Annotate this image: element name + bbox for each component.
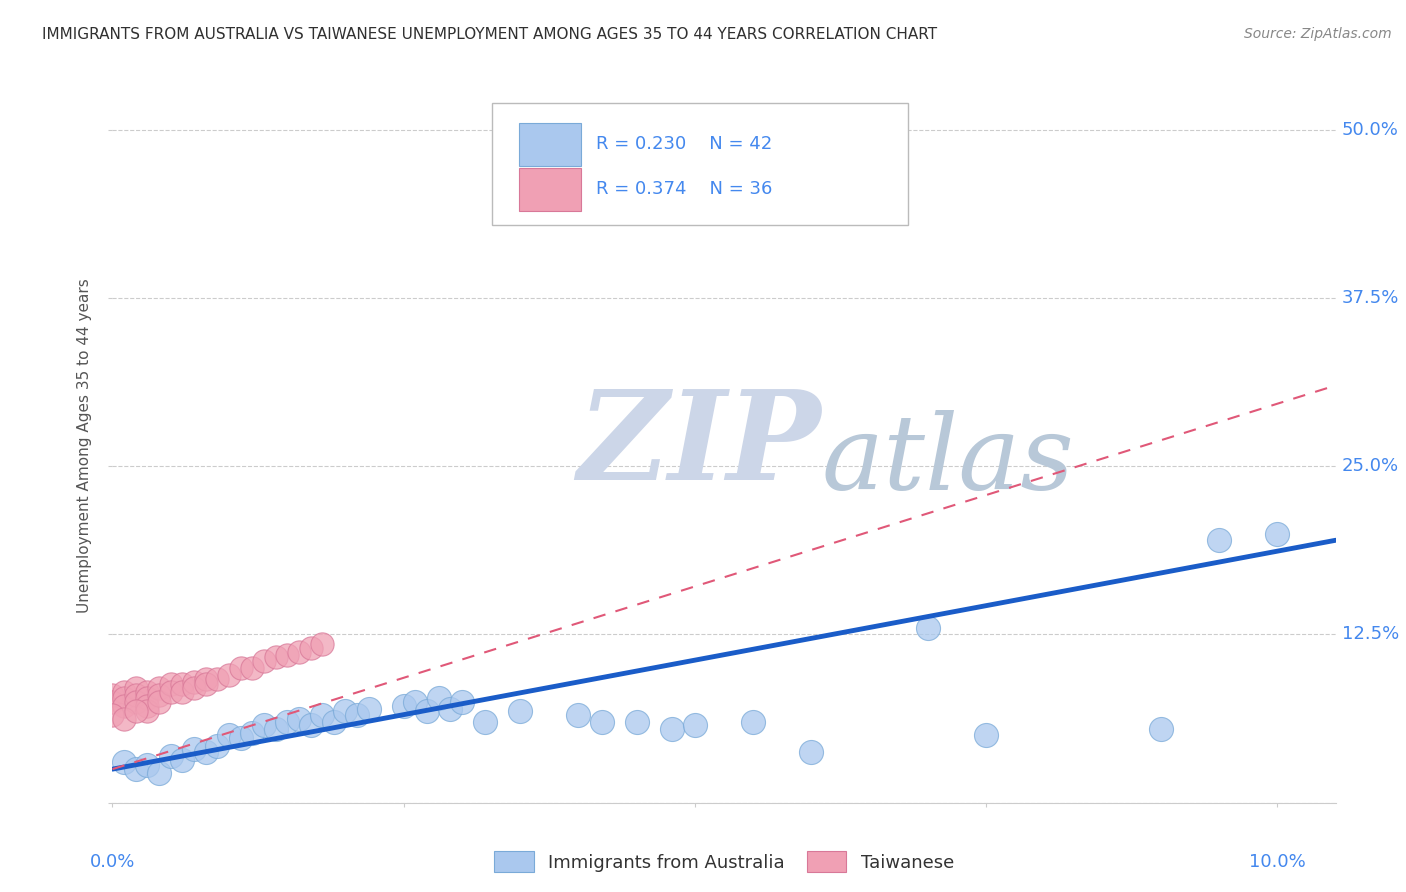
Point	[253, 655, 276, 669]
Point	[148, 695, 170, 709]
Point	[159, 685, 181, 699]
FancyBboxPatch shape	[519, 168, 581, 211]
Point	[276, 648, 298, 662]
Point	[136, 704, 159, 718]
Point	[240, 661, 263, 675]
Text: IMMIGRANTS FROM AUSTRALIA VS TAIWANESE UNEMPLOYMENT AMONG AGES 35 TO 44 YEARS CO: IMMIGRANTS FROM AUSTRALIA VS TAIWANESE U…	[42, 27, 938, 42]
Point	[183, 674, 205, 689]
Point	[125, 695, 148, 709]
Point	[276, 714, 298, 729]
Point	[136, 698, 159, 713]
Point	[207, 739, 229, 754]
Point	[1267, 526, 1289, 541]
Point	[159, 748, 181, 763]
Point	[136, 690, 159, 705]
Text: 0.0%: 0.0%	[90, 853, 135, 871]
Y-axis label: Unemployment Among Ages 35 to 44 years: Unemployment Among Ages 35 to 44 years	[77, 278, 93, 614]
Point	[172, 753, 194, 767]
Point	[1150, 722, 1173, 736]
Point	[509, 704, 531, 718]
Point	[439, 701, 461, 715]
Point	[125, 681, 148, 696]
Point	[335, 704, 357, 718]
Point	[112, 698, 135, 713]
Point	[451, 695, 474, 709]
Point	[136, 685, 159, 699]
Point	[148, 688, 170, 702]
Point	[346, 708, 368, 723]
Point	[183, 742, 205, 756]
Point	[218, 668, 240, 682]
Point	[101, 695, 124, 709]
Point	[240, 726, 263, 740]
Point	[974, 729, 997, 743]
Point	[392, 698, 415, 713]
Point	[194, 672, 217, 686]
Point	[474, 714, 496, 729]
Point	[229, 661, 252, 675]
Point	[626, 714, 648, 729]
Point	[112, 712, 135, 726]
Point	[125, 762, 148, 776]
Text: atlas: atlas	[823, 409, 1074, 511]
Point	[299, 640, 322, 655]
Text: R = 0.374    N = 36: R = 0.374 N = 36	[596, 180, 772, 198]
Point	[742, 714, 765, 729]
Point	[194, 677, 217, 691]
Point	[218, 729, 240, 743]
Point	[683, 717, 706, 731]
Point	[311, 708, 333, 723]
Point	[136, 758, 159, 772]
Point	[194, 745, 217, 759]
Point	[229, 731, 252, 746]
Point	[404, 695, 426, 709]
Point	[159, 677, 181, 691]
Point	[125, 688, 148, 702]
Text: 10.0%: 10.0%	[1249, 853, 1306, 871]
Text: 37.5%: 37.5%	[1341, 289, 1399, 307]
Legend: Immigrants from Australia, Taiwanese: Immigrants from Australia, Taiwanese	[486, 844, 962, 880]
Point	[357, 701, 380, 715]
Point	[917, 621, 939, 635]
Point	[567, 708, 589, 723]
Point	[148, 681, 170, 696]
Text: R = 0.230    N = 42: R = 0.230 N = 42	[596, 136, 772, 153]
Point	[183, 681, 205, 696]
FancyBboxPatch shape	[519, 123, 581, 166]
Point	[172, 677, 194, 691]
Point	[1208, 533, 1230, 548]
Point	[661, 722, 683, 736]
Point	[288, 712, 311, 726]
Point	[207, 672, 229, 686]
Point	[112, 756, 135, 770]
Point	[322, 714, 344, 729]
Point	[253, 717, 276, 731]
Point	[311, 637, 333, 651]
Point	[264, 722, 287, 736]
Text: 50.0%: 50.0%	[1341, 120, 1399, 138]
Point	[125, 704, 148, 718]
Point	[112, 685, 135, 699]
Point	[172, 685, 194, 699]
Point	[591, 714, 613, 729]
Point	[101, 688, 124, 702]
Point	[427, 690, 450, 705]
Point	[148, 766, 170, 780]
Point	[101, 708, 124, 723]
Point	[112, 690, 135, 705]
Text: 12.5%: 12.5%	[1341, 625, 1399, 643]
Point	[416, 704, 439, 718]
Text: ZIP: ZIP	[578, 385, 821, 507]
FancyBboxPatch shape	[492, 103, 908, 225]
Text: Source: ZipAtlas.com: Source: ZipAtlas.com	[1244, 27, 1392, 41]
Point	[299, 717, 322, 731]
Point	[800, 745, 823, 759]
Point	[264, 650, 287, 665]
Text: 25.0%: 25.0%	[1341, 458, 1399, 475]
Point	[288, 645, 311, 659]
